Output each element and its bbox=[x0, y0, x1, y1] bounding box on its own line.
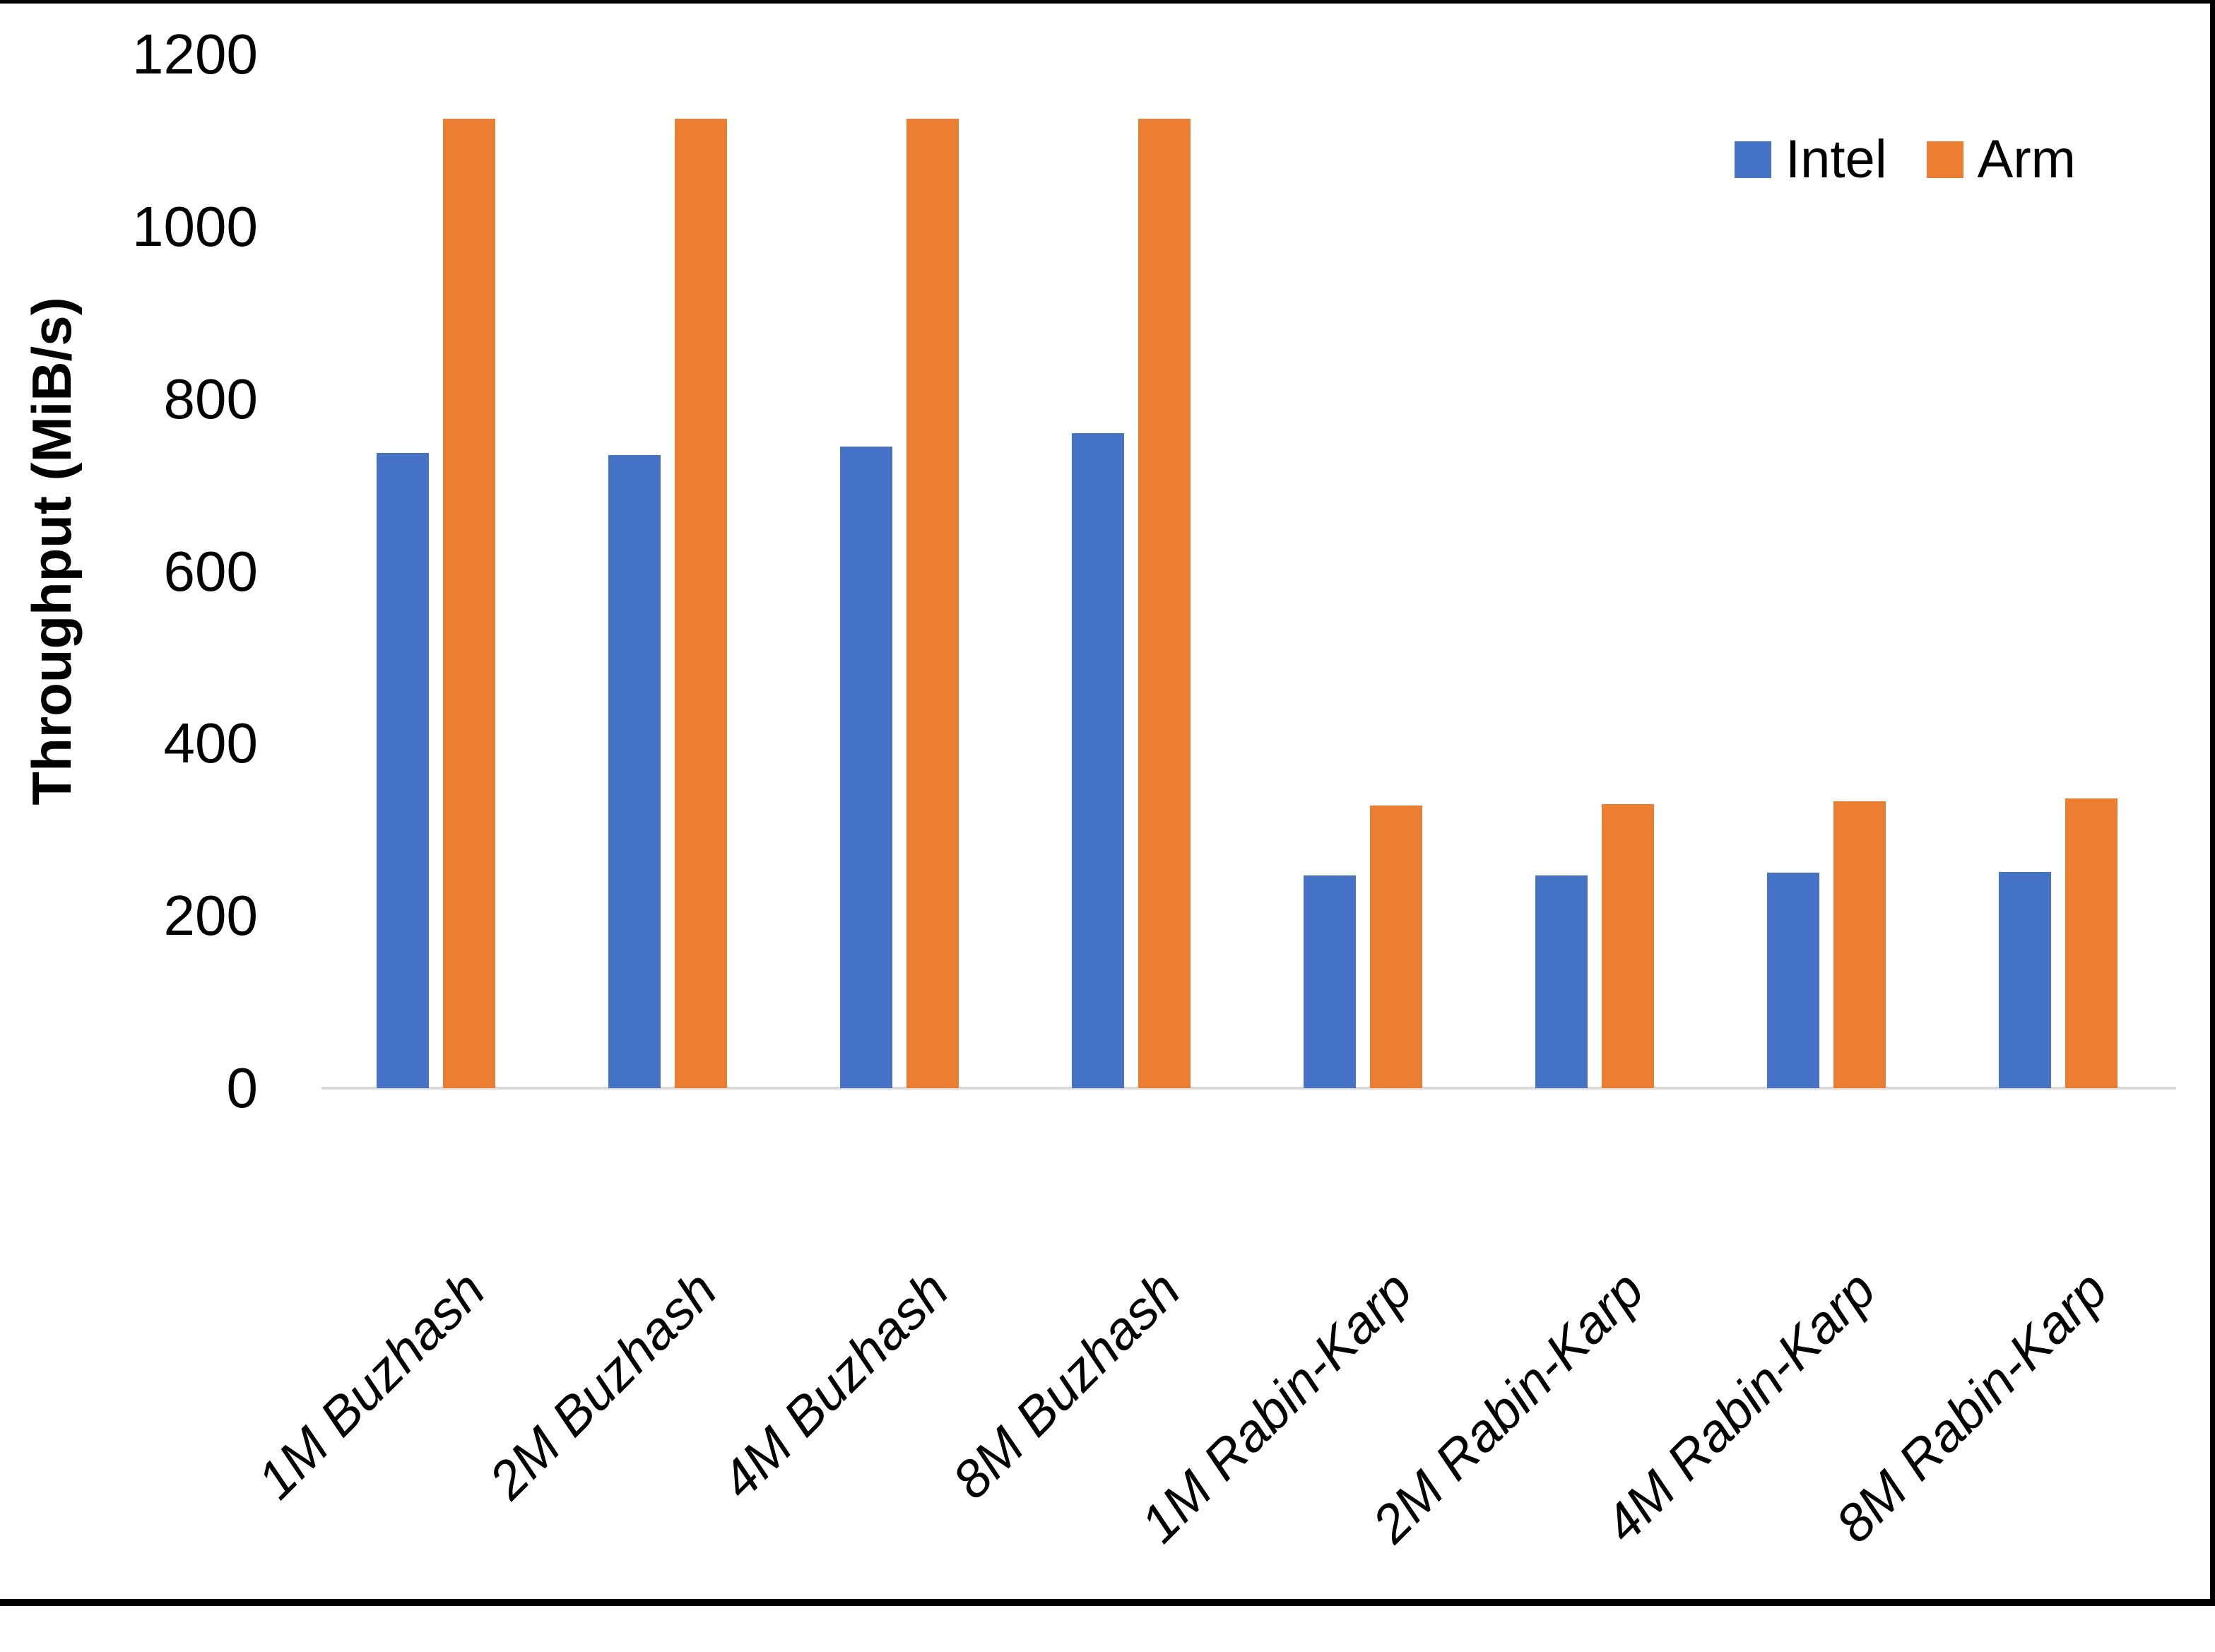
y-tick-label-600: 600 bbox=[163, 539, 258, 603]
bar-arm-4m-rabin-karp bbox=[1833, 801, 1886, 1088]
bar-intel-2m-rabin-karp bbox=[1535, 875, 1588, 1088]
legend-swatch-arm bbox=[1926, 141, 1963, 178]
bar-intel-1m-buzhash bbox=[377, 453, 429, 1088]
y-tick-label-200: 200 bbox=[163, 884, 258, 948]
legend-item-arm: Arm bbox=[1926, 129, 2076, 190]
bar-intel-1m-rabin-karp bbox=[1304, 875, 1356, 1088]
bar-arm-8m-rabin-karp bbox=[2065, 798, 2117, 1088]
frame-border-right bbox=[2210, 0, 2215, 1606]
bar-intel-4m-buzhash bbox=[840, 446, 892, 1088]
bar-arm-1m-buzhash bbox=[443, 119, 495, 1088]
bar-arm-2m-buzhash bbox=[675, 119, 727, 1088]
legend: Intel Arm bbox=[1735, 129, 2076, 190]
legend-label-intel: Intel bbox=[1785, 129, 1887, 189]
x-axis-line bbox=[321, 1087, 2176, 1090]
legend-item-intel: Intel bbox=[1735, 129, 1887, 190]
y-tick-label-1000: 1000 bbox=[132, 194, 258, 258]
bar-intel-8m-buzhash bbox=[1072, 433, 1124, 1088]
y-tick-label-800: 800 bbox=[163, 367, 258, 430]
y-tick-label-1200: 1200 bbox=[132, 23, 258, 85]
bar-arm-2m-rabin-karp bbox=[1602, 803, 1654, 1088]
frame-border-top bbox=[0, 0, 2215, 4]
legend-swatch-intel bbox=[1735, 141, 1771, 178]
bar-arm-4m-buzhash bbox=[906, 119, 959, 1088]
bar-arm-1m-rabin-karp bbox=[1370, 806, 1422, 1088]
x-label-1m-buzhash: 1M Buzhash bbox=[245, 1259, 497, 1510]
bar-intel-4m-rabin-karp bbox=[1767, 873, 1819, 1088]
legend-label-arm: Arm bbox=[1977, 129, 2076, 189]
frame-border-bottom bbox=[0, 1599, 2215, 1606]
bar-arm-8m-buzhash bbox=[1138, 119, 1191, 1088]
bar-intel-8m-rabin-karp bbox=[1999, 871, 2051, 1088]
y-tick-label-0: 0 bbox=[226, 1056, 259, 1119]
y-tick-label-400: 400 bbox=[163, 712, 258, 775]
bar-intel-2m-buzhash bbox=[608, 454, 661, 1088]
